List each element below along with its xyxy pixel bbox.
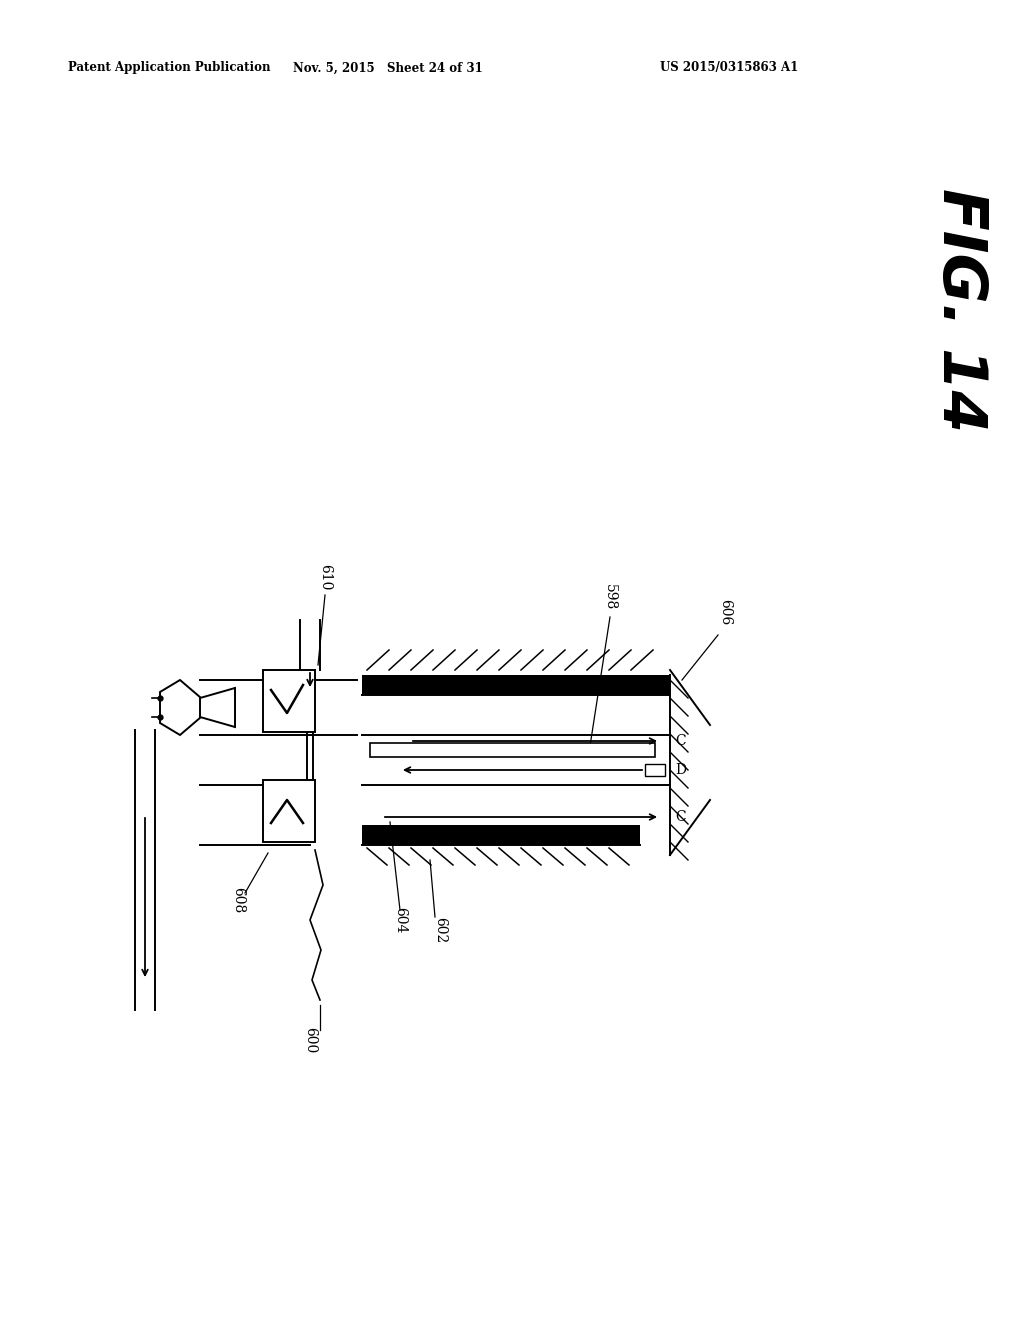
Bar <box>645 764 665 776</box>
Text: 606: 606 <box>718 599 732 624</box>
Bar <box>362 675 670 696</box>
Text: D: D <box>675 763 686 777</box>
Text: US 2015/0315863 A1: US 2015/0315863 A1 <box>660 62 799 74</box>
Text: C: C <box>675 734 686 748</box>
Polygon shape <box>160 680 234 735</box>
Polygon shape <box>200 688 234 727</box>
Text: C: C <box>675 810 686 824</box>
Bar <box>362 825 640 845</box>
Text: 600: 600 <box>303 1027 317 1053</box>
Bar <box>263 780 315 842</box>
Text: Nov. 5, 2015   Sheet 24 of 31: Nov. 5, 2015 Sheet 24 of 31 <box>293 62 483 74</box>
Bar <box>370 743 655 756</box>
Text: 602: 602 <box>433 917 447 942</box>
Text: 608: 608 <box>231 887 245 913</box>
Text: 610: 610 <box>318 564 332 590</box>
Text: Patent Application Publication: Patent Application Publication <box>68 62 270 74</box>
Bar <box>263 671 315 733</box>
Text: 604: 604 <box>393 907 407 933</box>
Text: FIG. 14: FIG. 14 <box>931 187 989 432</box>
Text: 598: 598 <box>603 583 617 610</box>
